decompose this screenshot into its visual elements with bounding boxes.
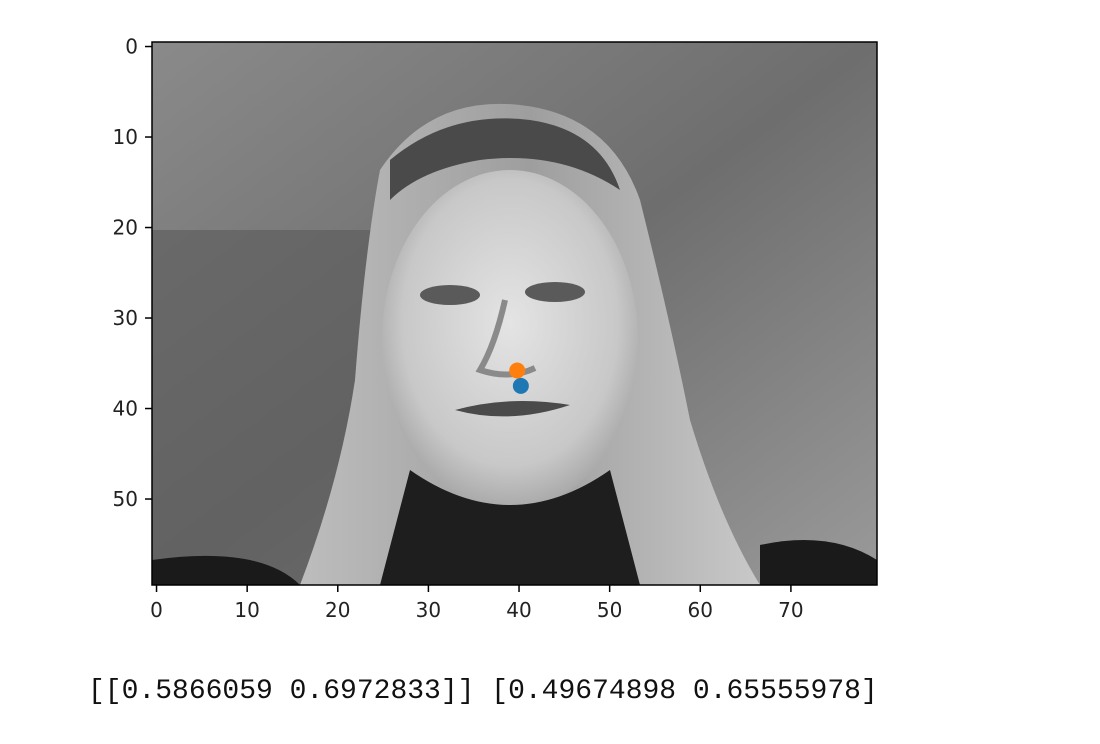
face-image [152,42,877,585]
x-tick-label: 20 [325,598,350,622]
x-tick-label: 40 [506,598,531,622]
y-axis: 0 10 20 30 40 50 [113,35,152,511]
plot-frame [151,41,878,586]
y-tick-label: 30 [113,306,138,330]
y-tick-label: 0 [125,35,138,59]
y-tick-label: 10 [113,125,138,149]
x-tick-label: 50 [597,598,622,622]
y-tick-label: 20 [113,216,138,240]
output-text: [[0.5866059 0.6972833]] [0.49674898 0.65… [88,676,878,707]
x-axis: 0 10 20 30 40 50 60 70 [150,585,804,622]
x-tick-label: 30 [416,598,441,622]
scatter-point [512,377,529,394]
y-tick-label: 50 [113,487,138,511]
x-tick-label: 10 [234,598,259,622]
x-tick-label: 0 [150,598,163,622]
y-tick-label: 40 [113,397,138,421]
scatter-points [509,362,529,394]
scatter-point [509,362,526,379]
x-tick-label: 60 [688,598,713,622]
x-tick-label: 70 [778,598,803,622]
